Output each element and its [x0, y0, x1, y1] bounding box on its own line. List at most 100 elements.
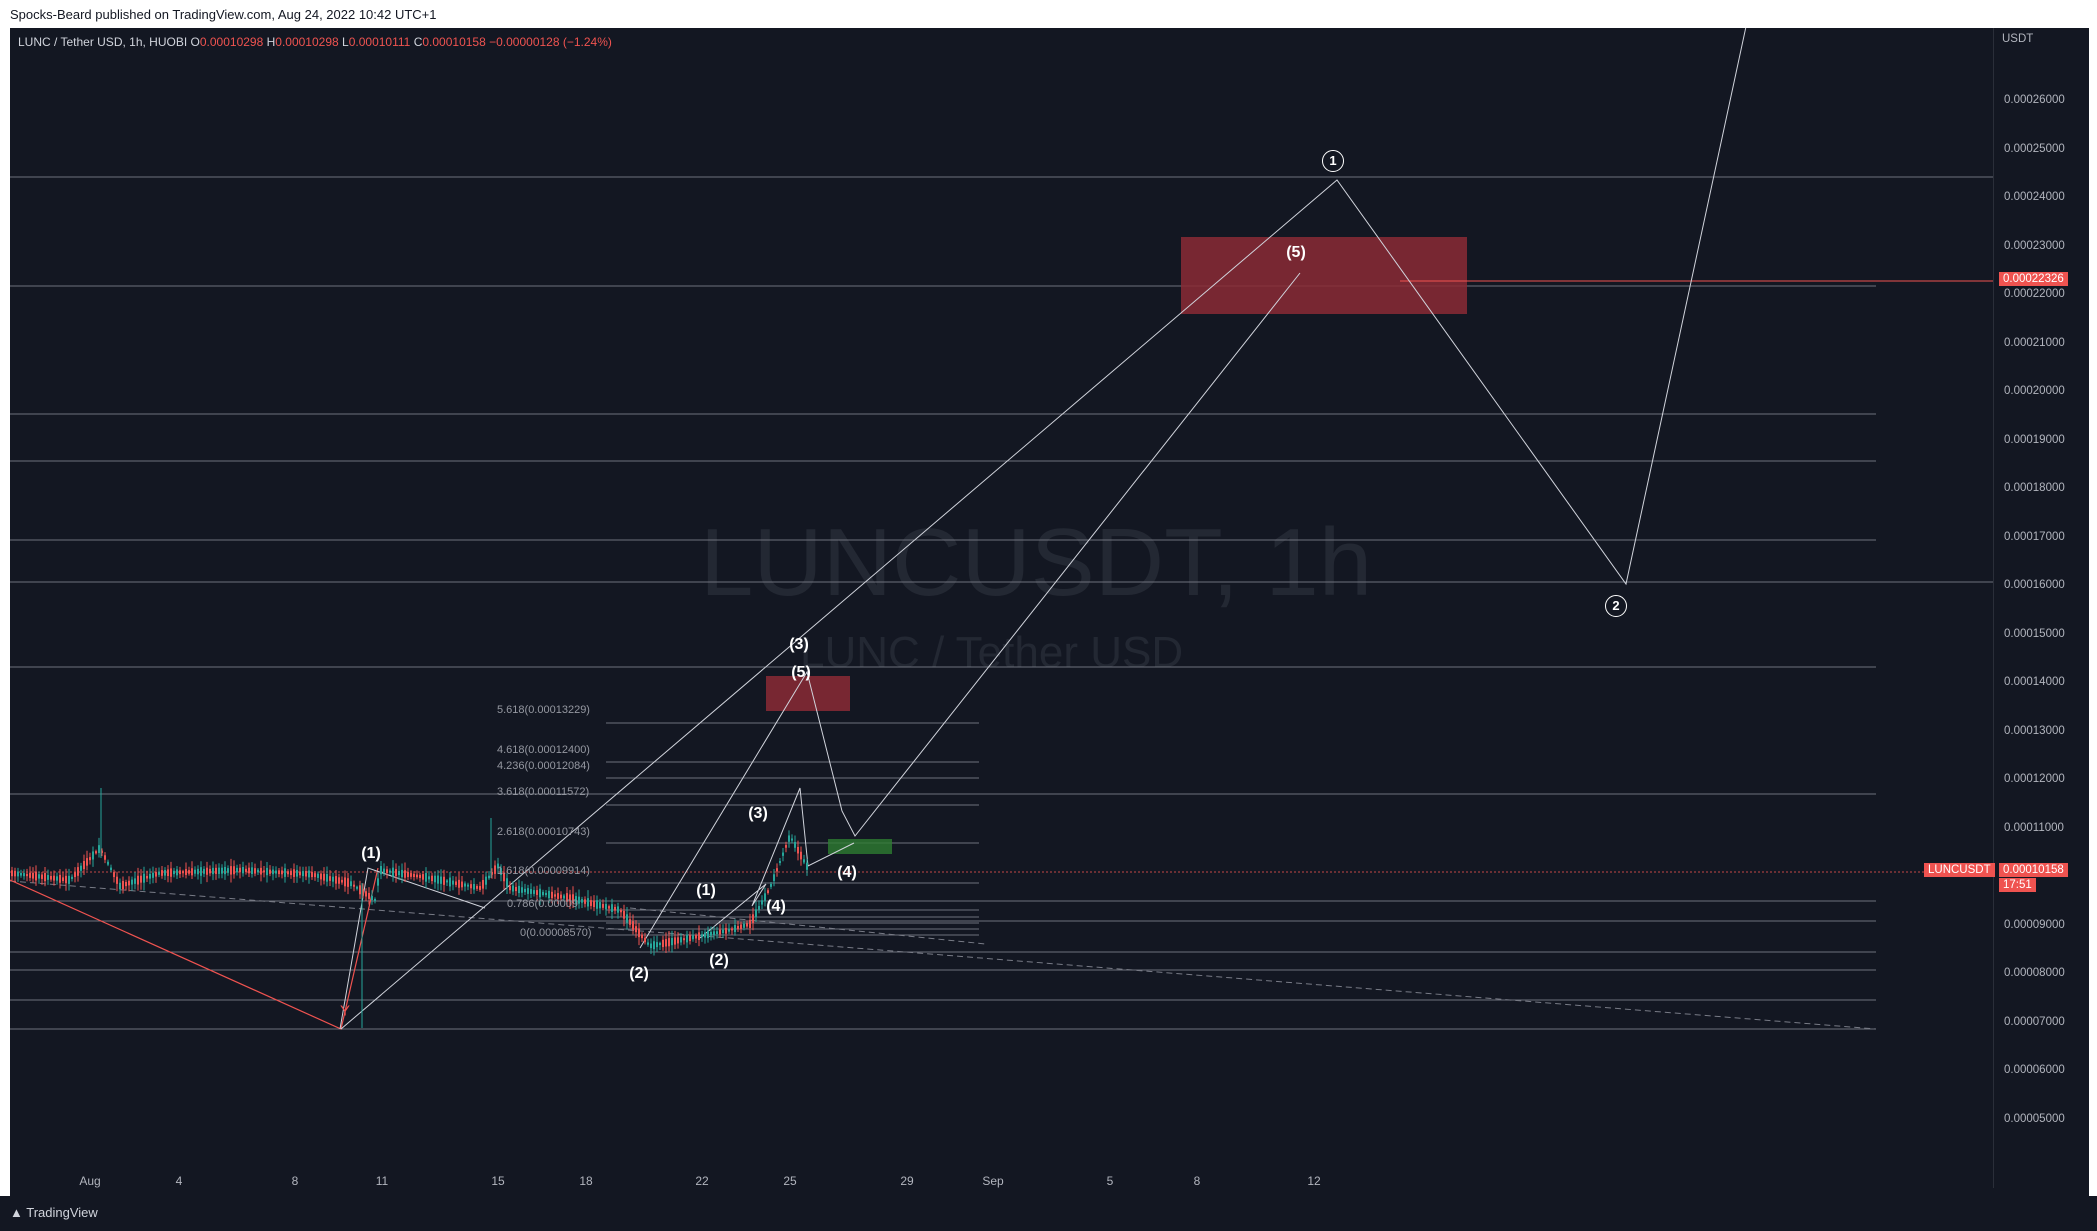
wave-y-line: [10, 867, 379, 1030]
date-tick: 12: [1307, 1174, 1321, 1188]
symbol-price-badge: LUNCUSDT: [1924, 863, 1995, 877]
candle-body: [314, 873, 316, 878]
price-tick: 0.00024000: [2004, 191, 2065, 203]
wave-label: (1): [696, 882, 716, 899]
candle-body: [122, 880, 124, 890]
candle-body: [407, 871, 409, 878]
chart-pane[interactable]: LUNCUSDT, 1h LUNC / Tether USD: [10, 28, 1993, 1188]
candle-body: [245, 868, 247, 872]
candle-body: [128, 880, 130, 886]
current-price-badge[interactable]: 0.00010158: [1999, 863, 2068, 877]
candle-body: [668, 938, 670, 947]
price-tick: 0.00005000: [2004, 1113, 2065, 1125]
candle-body: [458, 879, 460, 888]
candle-body: [80, 865, 82, 871]
candle-body: [740, 924, 742, 929]
candle-body: [605, 903, 607, 910]
price-candles: [11, 788, 808, 1028]
candle-body: [257, 869, 259, 873]
price-tick: 0.00013000: [2004, 725, 2065, 737]
trend-line-dashed: [10, 880, 1877, 1030]
candle-body: [533, 890, 535, 894]
price-tick: 0.00015000: [2004, 628, 2065, 640]
candle-body: [398, 871, 400, 876]
candle-body: [461, 881, 463, 888]
candle-body: [695, 935, 697, 939]
target-zone-upper: [1181, 237, 1467, 314]
wave-circle-label: 2: [1605, 595, 1627, 617]
candle-body: [98, 845, 100, 853]
candle-body: [701, 934, 703, 937]
price-axis[interactable]: USDT 0.00026000 0.00025000 0.00024000 0.…: [1993, 28, 2090, 1188]
candle-body: [476, 885, 478, 889]
wave-path-1: [339, 867, 486, 1030]
wave-label: (5): [791, 664, 811, 681]
symbol-watermark: LUNCUSDT, 1h: [700, 509, 1373, 616]
candle-body: [776, 868, 778, 872]
candle-body: [287, 871, 289, 875]
candle-body: [152, 872, 154, 878]
candle-body: [791, 838, 793, 841]
symbol-legend[interactable]: LUNC / Tether USD, 1h, HUOBI O0.00010298…: [18, 35, 612, 49]
candle-body: [524, 888, 526, 893]
candle-body: [296, 869, 298, 877]
candle-body: [347, 878, 349, 887]
candle-body: [635, 926, 637, 933]
candle-body: [224, 866, 226, 875]
candle-body: [68, 875, 70, 884]
candle-body: [320, 873, 322, 880]
candle-body: [806, 862, 808, 870]
candle-body: [797, 846, 799, 854]
candle-body: [428, 876, 430, 880]
candle-body: [221, 867, 223, 874]
candle-body: [719, 929, 721, 935]
candle-body: [509, 885, 511, 891]
chart-drawings[interactable]: [10, 28, 1993, 1188]
candle-body: [689, 934, 691, 942]
candle-body: [326, 874, 328, 882]
candle-body: [83, 861, 85, 870]
fib-label: 4.236(0.00012084): [497, 760, 590, 772]
candle-body: [443, 876, 445, 885]
candle-body: [377, 878, 379, 886]
price-tick: 0.00012000: [2004, 773, 2065, 785]
candle-body: [176, 869, 178, 876]
candle-body: [203, 868, 205, 874]
tradingview-logo[interactable]: ▲ TradingView: [10, 1205, 98, 1220]
candle-body: [449, 877, 451, 887]
candle-body: [755, 909, 757, 918]
candle-body: [329, 876, 331, 881]
publish-info: Spocks-Beard published on TradingView.co…: [10, 7, 437, 22]
candle-body: [467, 884, 469, 887]
candle-body: [47, 875, 49, 880]
candle-body: [233, 866, 235, 875]
price-tick: 0.00023000: [2004, 240, 2065, 252]
candle-body: [437, 875, 439, 884]
candle-body: [311, 871, 313, 878]
candle-body: [482, 880, 484, 889]
candle-body: [260, 867, 262, 875]
candle-body: [56, 876, 58, 881]
candle-body: [50, 875, 52, 880]
wave-path-minor: [639, 272, 1301, 949]
candle-body: [227, 868, 229, 873]
candle-body: [179, 870, 181, 875]
wave-circle-label: 1: [1322, 150, 1344, 172]
candle-body: [518, 885, 520, 894]
candle-body: [725, 927, 727, 934]
candle-body: [143, 873, 145, 883]
legend-change: −0.00000128 (−1.24%): [489, 35, 612, 49]
wave-label: (2): [629, 965, 649, 982]
candle-body: [344, 877, 346, 887]
alert-price-badge[interactable]: 0.00022326: [1999, 272, 2068, 286]
candle-body: [125, 881, 127, 887]
candle-body: [116, 876, 118, 884]
candle-body: [563, 895, 565, 899]
candle-body: [800, 851, 802, 860]
candle-body: [698, 932, 700, 941]
candle-body: [422, 874, 424, 880]
candle-body: [773, 874, 775, 881]
candle-body: [338, 877, 340, 884]
footer: ▲ TradingView: [0, 1196, 2097, 1231]
candle-body: [512, 885, 514, 892]
